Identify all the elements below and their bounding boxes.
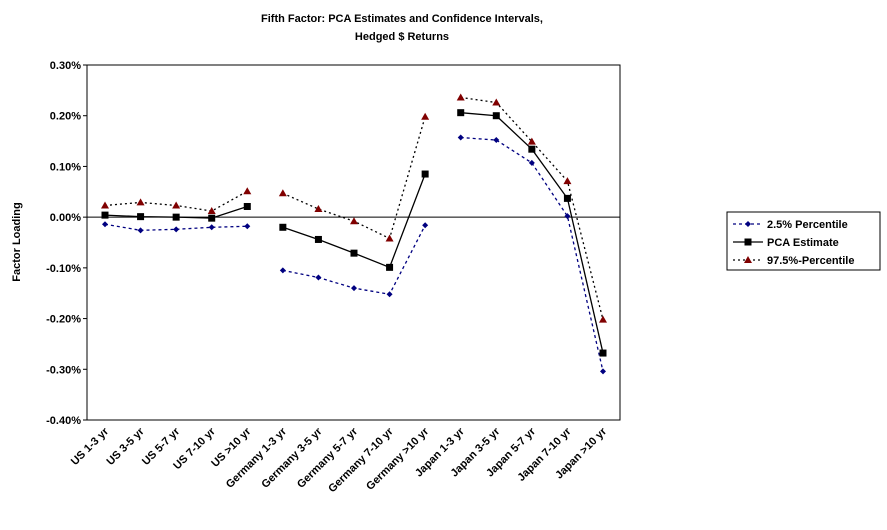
x-tick-label: Germany 5-7 yr — [295, 425, 361, 491]
chart-title: Fifth Factor: PCA Estimates and Confiden… — [261, 13, 543, 25]
data-point — [172, 201, 181, 209]
data-point — [136, 198, 145, 206]
data-point — [600, 368, 606, 375]
data-point — [207, 207, 216, 215]
data-point — [457, 109, 465, 117]
data-point — [137, 213, 145, 221]
chart-title: Hedged $ Returns — [355, 31, 449, 43]
data-point — [457, 134, 464, 141]
data-point — [599, 349, 607, 357]
data-point — [527, 137, 536, 145]
data-point — [493, 137, 500, 144]
x-tick-label: Germany >10 yr — [364, 425, 432, 493]
data-point — [350, 217, 358, 225]
y-tick-label: -0.40% — [46, 415, 81, 427]
data-point — [564, 213, 571, 220]
data-point — [563, 177, 572, 185]
data-point — [350, 249, 358, 257]
legend-marker — [744, 238, 752, 246]
data-point — [208, 214, 216, 222]
data-point — [278, 189, 287, 197]
data-point — [351, 285, 357, 292]
data-point — [243, 202, 251, 210]
y-tick-label: 0.00% — [50, 212, 81, 224]
x-tick-label: Germany 1-3 yr — [224, 425, 290, 491]
data-point — [137, 227, 144, 234]
data-point — [279, 223, 287, 231]
data-point — [173, 226, 180, 233]
legend-box — [726, 211, 881, 271]
series-line — [104, 223, 248, 231]
x-tick-label: Germany 3-5 yr — [259, 425, 325, 491]
legend-label: PCA Estimate — [767, 237, 839, 249]
legend-marker — [745, 221, 751, 227]
data-point — [208, 224, 215, 231]
data-point — [599, 315, 607, 323]
data-point — [528, 145, 536, 153]
x-tick-label: Germany 7-10 yr — [326, 425, 396, 495]
data-point — [386, 263, 394, 271]
series-line — [460, 136, 604, 372]
legend-label: 2.5% Percentile — [767, 219, 848, 231]
legend-label: 97.5%-Percentile — [767, 255, 854, 267]
y-tick-label: 0.30% — [50, 60, 81, 72]
data-point — [314, 205, 323, 213]
data-point — [456, 93, 465, 101]
data-point — [563, 194, 571, 202]
y-axis-label: Factor Loading — [11, 202, 23, 281]
data-point — [172, 213, 180, 221]
data-point — [243, 187, 252, 195]
data-point — [422, 222, 429, 229]
data-point — [492, 112, 500, 120]
data-point — [315, 274, 322, 281]
data-point — [101, 201, 109, 209]
data-point — [421, 170, 429, 178]
plot-area — [86, 64, 621, 421]
data-point — [528, 159, 535, 166]
data-point — [102, 221, 108, 228]
y-tick-label: 0.10% — [50, 161, 81, 173]
data-point — [421, 112, 430, 120]
series-line — [460, 96, 604, 320]
y-tick-label: -0.30% — [46, 364, 81, 376]
data-point — [492, 98, 501, 106]
data-point — [386, 291, 393, 298]
legend-marker — [744, 256, 752, 263]
data-point — [101, 211, 109, 219]
y-tick-label: -0.20% — [46, 314, 81, 326]
y-tick-label: -0.10% — [46, 263, 81, 275]
series-line — [282, 224, 426, 295]
data-point — [244, 223, 251, 230]
data-point — [279, 267, 286, 274]
data-point — [385, 234, 394, 242]
y-tick-label: 0.20% — [50, 111, 81, 123]
data-point — [314, 235, 322, 243]
